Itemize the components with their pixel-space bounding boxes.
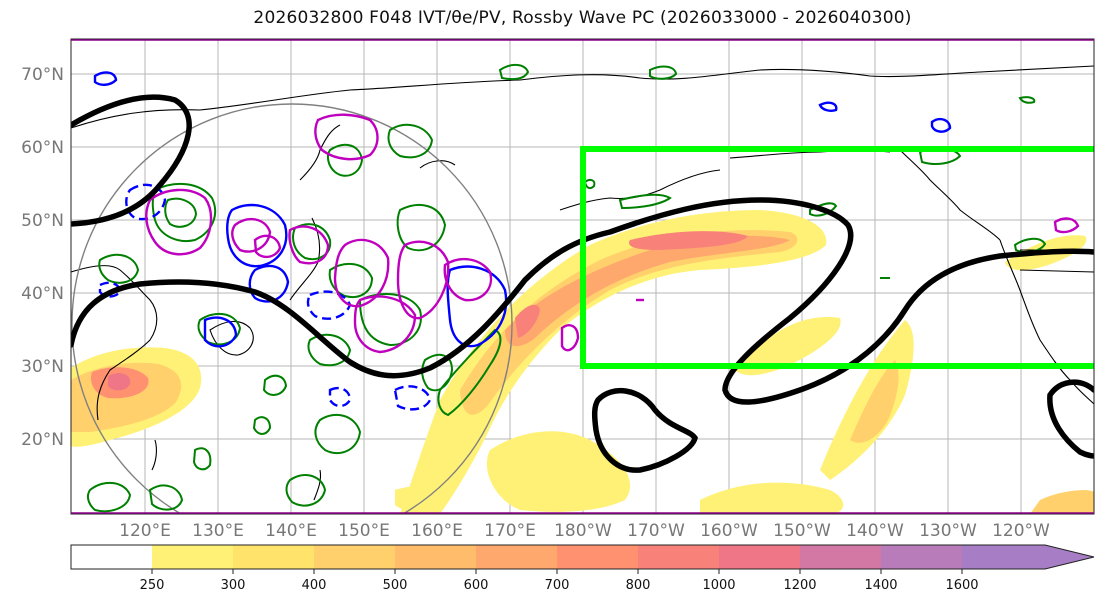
- lon-label: 120°E: [119, 521, 171, 541]
- lon-label: 160°W: [700, 521, 758, 541]
- colorbar-tick-label: 1200: [783, 578, 816, 593]
- colorbar-cell: [962, 545, 1094, 569]
- longitude-labels: 120°E 130°E 140°E 150°E 160°E 170°E 180°…: [119, 521, 1050, 541]
- lat-label: 40°N: [21, 284, 64, 304]
- colorbar-cell: [314, 545, 395, 569]
- lon-label: 180°W: [554, 521, 612, 541]
- lon-label: 140°E: [265, 521, 317, 541]
- colorbar-ticks: [151, 569, 963, 574]
- colorbar-cell: [395, 545, 476, 569]
- lon-label: 130°E: [192, 521, 244, 541]
- colorbar-tick-label: 1600: [945, 578, 978, 593]
- lat-label: 30°N: [21, 357, 64, 377]
- colorbar-tick-label: 300: [221, 578, 246, 593]
- lon-label: 120°W: [992, 521, 1050, 541]
- pv-magenta-contours: [145, 113, 1080, 354]
- colorbar-cells: [71, 545, 1094, 569]
- colorbar-tick-label: 250: [140, 578, 165, 593]
- lon-label: 170°W: [627, 521, 685, 541]
- ivt-shading: [71, 210, 1094, 514]
- lon-label: 170°E: [484, 521, 536, 541]
- colorbar-cell: [233, 545, 314, 569]
- lon-label: 160°E: [411, 521, 463, 541]
- colorbar-tick-label: 700: [545, 578, 570, 593]
- colorbar-tick-label: 600: [464, 578, 489, 593]
- lon-label: 130°W: [919, 521, 977, 541]
- map-title: 2026032800 F048 IVT/θe/PV, Rossby Wave P…: [253, 8, 912, 28]
- colorbar-cell: [557, 545, 638, 569]
- colorbar-cell: [476, 545, 557, 569]
- colorbar-tick-label: 500: [383, 578, 408, 593]
- rossby-wave-box: [580, 146, 1094, 369]
- lon-label: 140°W: [846, 521, 904, 541]
- colorbar-tick-label: 400: [302, 578, 327, 593]
- ivt-colorbar: 250 300 400 500 600 700 800 1000 1200 14…: [70, 544, 1095, 593]
- colorbar-tick-labels: 250 300 400 500 600 700 800 1000 1200 14…: [140, 578, 979, 593]
- coastlines: [71, 65, 1094, 501]
- colorbar-cell: [638, 545, 719, 569]
- colorbar-cell: [719, 545, 800, 569]
- colorbar-outline: [70, 544, 1095, 570]
- colorbar-cell: [881, 545, 962, 569]
- colorbar-cell: [152, 545, 233, 569]
- colorbar-tick-label: 1000: [702, 578, 735, 593]
- colorbar-tick-label: 800: [626, 578, 651, 593]
- colorbar-cell: [800, 545, 881, 569]
- colorbar-cell: [71, 545, 152, 569]
- lat-label: 70°N: [21, 65, 64, 85]
- map-frame: [70, 38, 1095, 515]
- lat-label: 60°N: [21, 138, 64, 158]
- lat-label: 20°N: [21, 430, 64, 450]
- colorbar-tick-label: 1400: [864, 578, 897, 593]
- lon-label: 150°E: [338, 521, 390, 541]
- lon-label: 150°W: [773, 521, 831, 541]
- lat-label: 50°N: [21, 211, 64, 231]
- latitude-labels: 70°N 60°N 50°N 40°N 30°N 20°N: [21, 65, 64, 450]
- analysis-circle: [71, 103, 513, 514]
- trough-contour: [71, 94, 1094, 473]
